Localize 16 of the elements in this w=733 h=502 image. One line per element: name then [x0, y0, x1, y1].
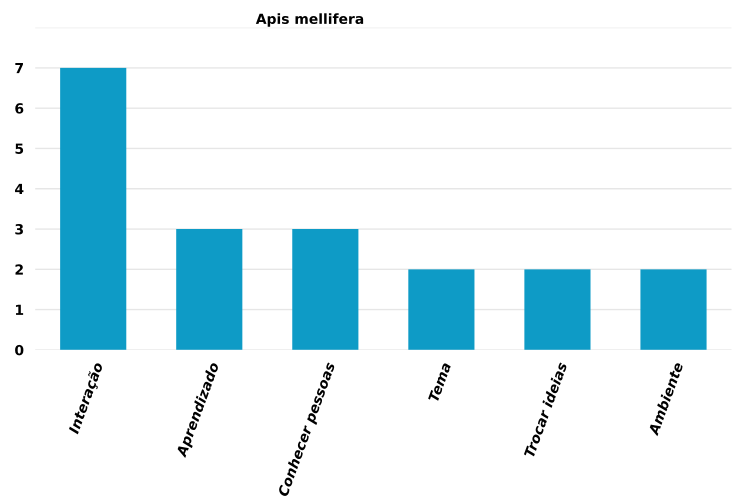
- chart-title: Apis mellifera: [256, 13, 364, 27]
- bar: [640, 269, 707, 350]
- x-tick-label: Tema: [428, 362, 452, 403]
- bar: [292, 229, 358, 350]
- y-tick-label: 5: [15, 144, 24, 154]
- y-tick-label: 4: [15, 184, 24, 194]
- y-tick-label: 1: [16, 304, 24, 315]
- y-tick-label: 3: [15, 224, 23, 235]
- y-tick-label: 6: [15, 103, 24, 114]
- y-tick-label: 2: [16, 264, 23, 275]
- y-tick-label: 7: [15, 63, 23, 74]
- bar: [60, 68, 126, 350]
- bar: [408, 269, 474, 350]
- bar: [176, 229, 242, 350]
- bar: [524, 269, 591, 350]
- y-tick-label: 0: [15, 344, 24, 356]
